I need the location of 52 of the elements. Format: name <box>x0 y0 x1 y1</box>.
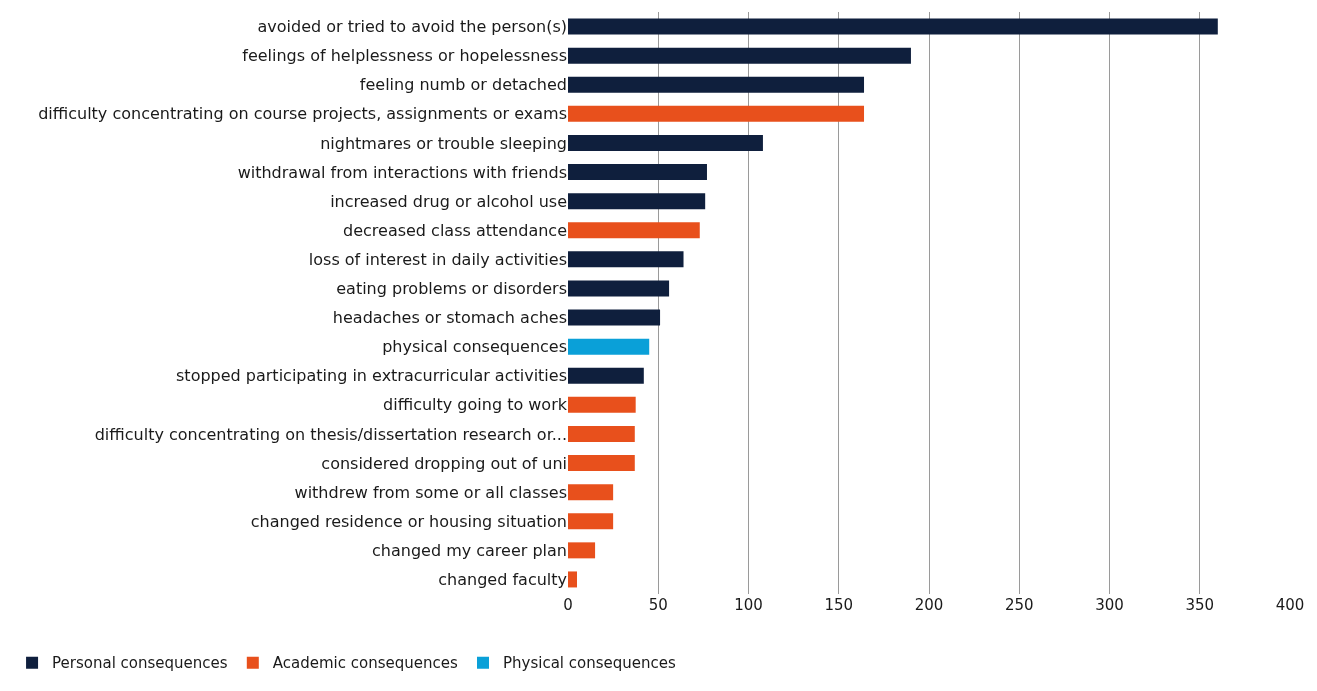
y-tick-label: difficulty concentrating on course projects, assignments or exams <box>38 104 567 124</box>
bar <box>568 484 614 501</box>
y-tick-label: withdrew from some or all classes <box>294 482 567 502</box>
x-tick-label: 150 <box>824 596 854 614</box>
bar <box>568 571 578 588</box>
bar <box>568 134 763 151</box>
y-tick-label: changed residence or housing situation <box>250 511 567 531</box>
y-tick-label: changed faculty <box>438 570 567 590</box>
y-tick-label: difficulty concentrating on thesis/dissertation research or... <box>94 424 567 444</box>
y-tick-label: feeling numb or detached <box>359 75 567 95</box>
x-tick-label: 400 <box>1275 596 1305 614</box>
bar <box>568 18 1218 35</box>
bar <box>568 251 684 268</box>
bar <box>568 164 707 181</box>
bar <box>568 367 644 384</box>
x-tick-label: 100 <box>734 596 763 614</box>
x-tick-label: 350 <box>1185 596 1215 614</box>
x-tick-label: 250 <box>1004 596 1034 614</box>
legend-label: Personal consequences <box>52 654 228 673</box>
bar <box>568 76 865 93</box>
legend-label: Academic consequences <box>272 654 458 673</box>
bar <box>568 542 596 559</box>
y-tick-label: nightmares or trouble sleeping <box>320 133 567 153</box>
legend-label: Physical consequences <box>503 654 676 673</box>
bar <box>568 455 635 472</box>
x-tick-label: 0 <box>563 596 573 614</box>
y-tick-label: increased drug or alcohol use <box>330 191 567 211</box>
bar <box>568 280 670 297</box>
bar <box>568 513 614 530</box>
y-tick-label: considered dropping out of uni <box>321 453 567 473</box>
y-tick-label: loss of interest in daily activities <box>308 249 567 269</box>
bar <box>568 105 865 122</box>
x-tick-label: 200 <box>914 596 944 614</box>
x-tick-label: 50 <box>648 596 668 614</box>
y-tick-label: difficulty going to work <box>383 395 568 415</box>
bar <box>568 396 636 413</box>
y-tick-label: changed my career plan <box>372 540 567 560</box>
bar <box>568 309 661 326</box>
y-tick-label: decreased class attendance <box>343 220 567 240</box>
x-tick-label: 300 <box>1095 596 1124 614</box>
y-tick-label: avoided or tried to avoid the person(s) <box>257 17 567 37</box>
y-tick-label: feelings of helplessness or hopelessness <box>242 46 567 66</box>
y-tick-label: physical consequences <box>382 337 567 357</box>
bar <box>568 425 635 442</box>
bar <box>568 222 700 239</box>
bar <box>568 47 911 64</box>
y-tick-label: headaches or stomach aches <box>332 308 567 328</box>
bar <box>568 338 650 355</box>
bar <box>568 193 706 210</box>
y-tick-label: eating problems or disorders <box>336 279 567 299</box>
y-tick-label: stopped participating in extracurricular activities <box>176 366 567 386</box>
y-tick-label: withdrawal from interactions with friends <box>237 162 567 182</box>
